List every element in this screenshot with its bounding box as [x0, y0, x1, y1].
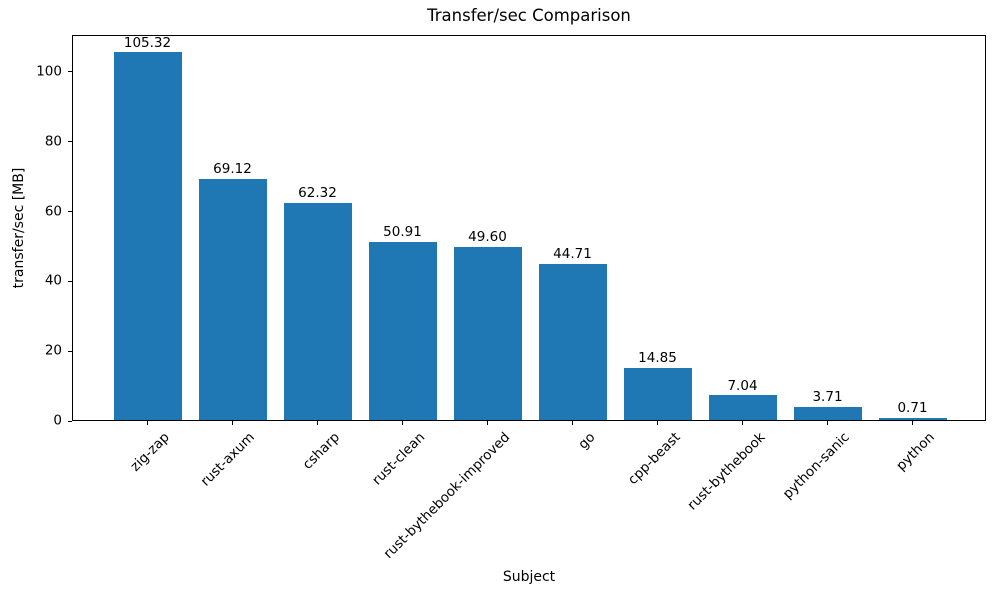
y-tick-label: 0	[53, 412, 62, 429]
bar-value-label: 49.60	[468, 229, 507, 246]
bar-zig-zap	[113, 52, 182, 420]
y-tick-label: 20	[44, 342, 62, 359]
x-tick-label-python-sanic: python-sanic	[780, 429, 854, 503]
x-tick-label-csharp: csharp	[299, 429, 344, 473]
x-tick-mark	[486, 421, 488, 425]
x-tick-label-go: go	[574, 429, 599, 453]
x-tick-mark	[401, 421, 403, 425]
chart-title: Transfer/sec Comparison	[427, 6, 631, 25]
x-tick-label-zig-zap: zig-zap	[127, 429, 174, 475]
bar-python	[878, 417, 947, 420]
x-tick-mark	[741, 421, 743, 425]
y-tick-label: 60	[44, 202, 62, 219]
bar-go	[538, 263, 607, 420]
y-tick-label: 80	[44, 133, 62, 150]
y-tick-label: 100	[36, 63, 62, 80]
plot-area: 105.32 69.12 62.32 50.91 49.60 44.71 14.85 7.04…	[72, 35, 986, 421]
y-tick-mark	[68, 350, 72, 352]
bar-value-label: 50.91	[383, 224, 422, 241]
bar-cpp-beast	[623, 368, 692, 420]
x-tick-mark	[231, 421, 233, 425]
bar-rust-bythebook	[708, 395, 777, 420]
x-tick-mark	[146, 421, 148, 425]
bar-value-label: 0.71	[897, 399, 928, 416]
x-tick-mark	[656, 421, 658, 425]
bar-rust-clean	[368, 242, 437, 420]
y-tick-mark	[68, 211, 72, 213]
bar-value-label: 62.32	[298, 184, 337, 201]
x-tick-mark	[911, 421, 913, 425]
y-tick-mark	[68, 141, 72, 143]
x-tick-label-rust-axum: rust-axum	[197, 429, 259, 490]
x-tick-label-rust-bythebook: rust-bythebook	[684, 429, 769, 514]
bar-value-label: 44.71	[553, 246, 592, 263]
x-tick-mark	[826, 421, 828, 425]
x-tick-label-python: python	[893, 429, 939, 475]
y-tick-label: 40	[44, 272, 62, 289]
bar-value-label: 3.71	[812, 389, 843, 406]
x-axis-label: Subject	[502, 569, 556, 585]
bar-csharp	[283, 202, 352, 420]
y-axis-label: transfer/sec [MB]	[11, 167, 27, 289]
y-tick-mark	[68, 420, 72, 422]
bar-value-label: 69.12	[213, 160, 252, 177]
bar-value-label: 7.04	[727, 377, 758, 394]
y-tick-mark	[68, 71, 72, 73]
x-tick-mark	[571, 421, 573, 425]
x-tick-label-cpp-beast: cpp-beast	[624, 429, 684, 488]
x-tick-label-rust-clean: rust-clean	[368, 429, 429, 489]
bar-python-sanic	[793, 407, 862, 420]
x-tick-mark	[316, 421, 318, 425]
bar-rust-bythebook-improved	[453, 246, 522, 420]
bar-rust-axum	[198, 178, 267, 420]
bar-value-label: 105.32	[123, 34, 172, 51]
bar-value-label: 14.85	[638, 350, 677, 367]
y-tick-mark	[68, 280, 72, 282]
